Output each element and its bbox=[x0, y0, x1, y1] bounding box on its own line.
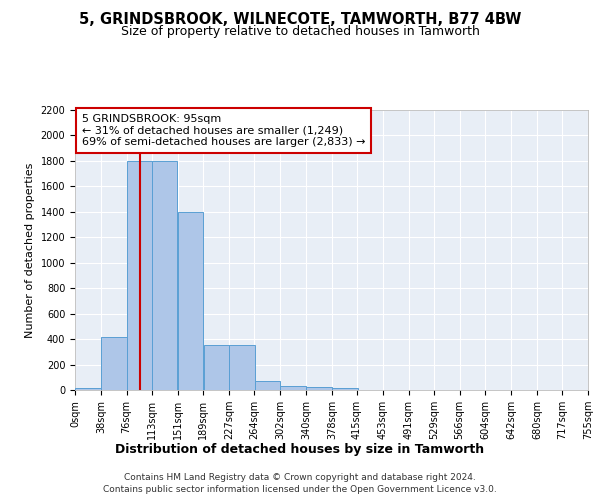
Bar bbox=[178, 212, 203, 390]
Text: Contains public sector information licensed under the Open Government Licence v3: Contains public sector information licen… bbox=[103, 485, 497, 494]
Bar bbox=[203, 346, 229, 390]
Bar bbox=[254, 381, 280, 390]
Text: Size of property relative to detached houses in Tamworth: Size of property relative to detached ho… bbox=[121, 25, 479, 38]
Text: 5 GRINDSBROOK: 95sqm
← 31% of detached houses are smaller (1,249)
69% of semi-de: 5 GRINDSBROOK: 95sqm ← 31% of detached h… bbox=[82, 114, 365, 147]
Bar bbox=[229, 346, 255, 390]
Bar bbox=[152, 161, 178, 390]
Bar bbox=[306, 387, 332, 390]
Bar bbox=[75, 388, 101, 390]
Bar bbox=[127, 161, 152, 390]
Bar bbox=[101, 336, 127, 390]
Text: 5, GRINDSBROOK, WILNECOTE, TAMWORTH, B77 4BW: 5, GRINDSBROOK, WILNECOTE, TAMWORTH, B77… bbox=[79, 12, 521, 28]
Bar bbox=[332, 388, 358, 390]
Text: Contains HM Land Registry data © Crown copyright and database right 2024.: Contains HM Land Registry data © Crown c… bbox=[124, 472, 476, 482]
Y-axis label: Number of detached properties: Number of detached properties bbox=[25, 162, 35, 338]
Text: Distribution of detached houses by size in Tamworth: Distribution of detached houses by size … bbox=[115, 442, 485, 456]
Bar bbox=[280, 386, 306, 390]
